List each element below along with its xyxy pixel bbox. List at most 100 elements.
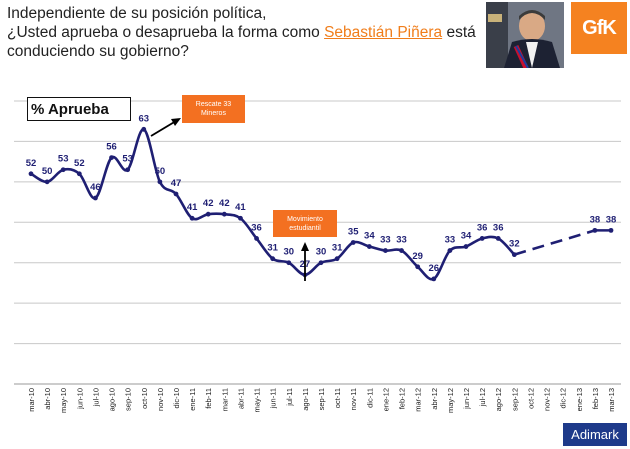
point-feb-11	[205, 211, 211, 217]
gridlines	[14, 100, 621, 385]
label-jul-11: 30	[283, 247, 294, 258]
x-tick-ene-13: ene-13	[575, 388, 584, 411]
label-may-12: 33	[445, 235, 456, 246]
x-tick-mar-13: mar-13	[607, 388, 616, 412]
point-sep-11	[318, 260, 324, 266]
label-jun-11: 31	[267, 243, 278, 254]
x-tick-sep-10: sep-10	[124, 388, 133, 411]
x-tick-jul-12: jul-12	[478, 388, 487, 407]
point-feb-13	[592, 227, 598, 233]
x-tick-dic-11: dic-11	[365, 388, 374, 408]
title-line-2: ¿Usted aprueba o desaprueba la forma com…	[7, 24, 476, 60]
rescate-arrowhead	[171, 118, 181, 126]
label-jul-12: 36	[477, 222, 488, 233]
pinera-link[interactable]: Sebastián Piñera	[324, 24, 443, 41]
x-tick-ene-11: ene-11	[188, 388, 197, 411]
point-jun-11	[270, 256, 276, 262]
point-mar-11	[221, 211, 227, 217]
x-tick-labels: mar-10 abr-10 may-10 jun-10 jul-10 ago-10 sep-…	[27, 388, 616, 413]
x-tick-nov-11: nov-11	[349, 388, 358, 410]
x-tick-may-11: may-11	[253, 388, 262, 412]
label-jul-10: 46	[90, 182, 101, 193]
point-dic-10	[173, 191, 179, 197]
x-tick-jun-12: jun-12	[462, 388, 471, 410]
label-mar-11: 42	[219, 198, 230, 209]
x-tick-ago-11: ago-11	[301, 388, 310, 411]
point-ene-12	[383, 248, 388, 253]
x-tick-feb-11: feb-11	[204, 388, 213, 409]
label-oct-11: 31	[332, 243, 343, 254]
x-tick-nov-10: nov-10	[156, 388, 165, 411]
x-tick-jun-11: jun-11	[269, 388, 278, 409]
x-tick-jun-10: jun-10	[75, 388, 84, 410]
point-jun-10	[76, 171, 82, 177]
label-dic-10: 47	[171, 178, 182, 189]
x-tick-dic-10: dic-10	[172, 388, 181, 408]
point-nov-11	[350, 240, 356, 245]
label-ene-12: 33	[380, 235, 391, 246]
x-tick-dic-12: dic-12	[559, 388, 568, 408]
x-tick-abr-11: abr-11	[236, 388, 245, 409]
label-nov-10: 50	[155, 166, 166, 177]
point-may-10	[60, 167, 66, 173]
point-feb-12	[399, 248, 404, 253]
point-abr-12	[431, 276, 437, 282]
label-abr-12: 26	[428, 263, 439, 274]
x-tick-sep-11: sep-11	[317, 388, 326, 410]
legend-box: % Aprueba	[27, 97, 131, 121]
x-tick-ago-10: ago-10	[108, 388, 117, 411]
point-jul-12	[479, 236, 485, 241]
x-tick-abr-10: abr-10	[43, 388, 52, 410]
label-sep-10: 53	[122, 154, 133, 165]
approval-chart: mar-10 abr-10 may-10 jun-10 jul-10 ago-10 sep-…	[14, 100, 621, 413]
point-abr-10	[44, 179, 50, 185]
point-jun-12	[463, 244, 469, 249]
point-may-11	[254, 236, 259, 241]
adimark-logo: Adimark	[563, 423, 627, 446]
x-tick-nov-12: nov-12	[543, 388, 552, 411]
movimiento-arrowhead	[301, 242, 309, 251]
point-oct-10	[141, 126, 147, 132]
x-tick-abr-12: abr-12	[430, 388, 439, 410]
point-ene-11	[189, 215, 195, 221]
label-ene-11: 41	[187, 202, 198, 213]
label-abr-11: 41	[235, 202, 246, 213]
annotation-rescate: Rescate 33 Mineros	[182, 95, 245, 123]
data-points	[28, 126, 614, 282]
label-abr-10: 50	[42, 166, 53, 177]
point-abr-11	[238, 215, 243, 221]
series-line-proyeccion	[513, 229, 596, 256]
x-tick-sep-12: sep-12	[510, 388, 519, 411]
x-tick-jul-10: jul-10	[91, 388, 100, 407]
x-tick-may-10: may-10	[59, 388, 68, 413]
label-mar-13: 38	[606, 214, 617, 225]
x-tick-mar-11: mar-11	[220, 388, 229, 411]
label-jun-12: 34	[461, 231, 472, 242]
label-nov-11: 35	[348, 227, 359, 238]
point-nov-10	[157, 179, 163, 185]
point-oct-11	[334, 256, 340, 262]
point-sep-12	[511, 252, 517, 258]
label-sep-12: 32	[509, 239, 520, 250]
rescate-arrow	[150, 120, 177, 137]
x-tick-ago-12: ago-12	[494, 388, 503, 411]
x-tick-jul-11: jul-11	[285, 388, 294, 407]
point-jul-10	[93, 195, 98, 201]
x-tick-feb-12: feb-12	[398, 388, 407, 409]
label-feb-13: 38	[590, 214, 601, 225]
label-feb-12: 33	[396, 235, 407, 246]
point-jul-11	[286, 260, 292, 266]
label-may-11: 36	[251, 222, 262, 233]
x-tick-ene-12: ene-12	[381, 388, 390, 411]
point-mar-13	[608, 227, 614, 233]
label-sep-11: 30	[316, 247, 327, 258]
point-mar-10	[28, 171, 34, 177]
chart-title: Independiente de su posición política, ¿…	[7, 4, 477, 61]
annotation-movimiento: Movimiento estudiantil	[273, 210, 337, 237]
title-line-1: Independiente de su posición política,	[7, 5, 267, 22]
label-may-10: 53	[58, 154, 69, 165]
point-dic-11	[366, 244, 372, 249]
label-mar-10: 52	[26, 158, 37, 169]
label-ago-12: 36	[493, 222, 504, 233]
x-tick-may-12: may-12	[446, 388, 455, 413]
